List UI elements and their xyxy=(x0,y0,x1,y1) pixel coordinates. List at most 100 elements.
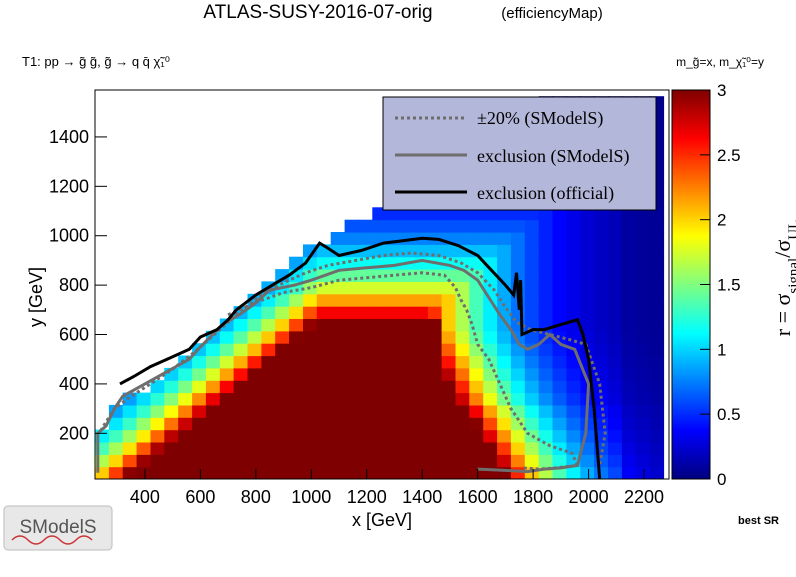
heatmap-cell xyxy=(649,454,665,468)
heatmap-cell xyxy=(136,417,152,431)
heatmap-cell xyxy=(233,466,249,479)
heatmap-cell xyxy=(344,343,360,357)
heatmap-cell xyxy=(219,442,235,455)
heatmap-cell xyxy=(635,306,651,319)
heatmap-cell xyxy=(192,367,207,381)
heatmap-cell xyxy=(275,330,290,344)
heatmap-cell xyxy=(413,392,429,406)
heatmap-cell xyxy=(330,404,346,418)
heatmap-cell xyxy=(316,306,332,319)
heatmap-cell xyxy=(330,392,346,406)
heatmap-cell xyxy=(316,454,332,468)
heatmap-cell xyxy=(566,442,581,455)
heatmap-cell xyxy=(621,281,637,295)
heatmap-cell xyxy=(108,442,124,455)
heatmap-cell xyxy=(649,219,665,233)
heatmap-cell xyxy=(205,442,221,455)
heatmap-cell xyxy=(441,417,457,431)
heatmap-cell xyxy=(122,417,138,431)
heatmap-cell xyxy=(649,293,665,307)
heatmap-cell xyxy=(497,293,512,307)
y-tick-label: 1200 xyxy=(49,176,89,196)
heatmap-cell xyxy=(427,219,443,233)
heatmap-cell xyxy=(566,466,581,479)
heatmap-cell xyxy=(178,380,193,394)
heatmap-cell xyxy=(344,355,360,369)
heatmap-cell xyxy=(261,380,276,394)
heatmap-cell xyxy=(330,454,346,468)
heatmap-cell xyxy=(441,343,457,357)
heatmap-cell xyxy=(552,256,567,270)
heatmap-cell xyxy=(524,442,540,455)
heatmap-cell xyxy=(455,429,470,443)
heatmap-cell xyxy=(594,392,609,406)
x-tick-label: 2000 xyxy=(569,487,609,507)
heatmap-cell xyxy=(413,293,429,307)
heatmap-cell xyxy=(413,343,429,357)
heatmap-cell xyxy=(469,293,484,307)
heatmap-cell xyxy=(497,442,512,455)
heatmap-cell xyxy=(469,330,484,344)
heatmap-cell xyxy=(455,207,470,221)
heatmap-cell xyxy=(635,281,651,295)
heatmap-cell xyxy=(275,306,290,319)
heatmap-cell xyxy=(524,207,540,221)
heatmap-cell xyxy=(524,392,540,406)
heatmap-cell xyxy=(621,429,637,443)
heatmap-cell xyxy=(372,380,387,394)
colorbar-tick-label: 1 xyxy=(717,340,726,359)
best-sr-label: best SR xyxy=(738,515,779,527)
heatmap-cell xyxy=(510,429,526,443)
heatmap-cell xyxy=(497,380,512,394)
heatmap-cell xyxy=(566,417,581,431)
heatmap-cell xyxy=(524,244,540,258)
heatmap-cell xyxy=(649,429,665,443)
heatmap-cell xyxy=(455,442,470,455)
heatmap-cell xyxy=(289,306,304,319)
heatmap-cell xyxy=(538,442,554,455)
heatmap-cell xyxy=(566,330,581,344)
heatmap-cell xyxy=(510,380,526,394)
heatmap-cell xyxy=(524,306,540,319)
heatmap-cell xyxy=(552,207,567,221)
heatmap-cell xyxy=(594,281,609,295)
heatmap-cell xyxy=(483,454,498,468)
heatmap-cell xyxy=(566,269,581,282)
contour-minus20-smodels xyxy=(227,271,580,471)
heatmap-cell xyxy=(205,466,221,479)
z-axis-title-part: signal xyxy=(786,258,796,294)
heatmap-cell xyxy=(427,380,443,394)
heatmap-cell xyxy=(469,392,484,406)
heatmap-cell xyxy=(455,454,470,468)
heatmap-cell xyxy=(358,404,373,418)
heatmap-cell xyxy=(413,207,429,221)
heatmap-cell xyxy=(316,343,332,357)
heatmap-cell xyxy=(483,318,498,332)
heatmap-cell xyxy=(261,404,276,418)
heatmap-cell xyxy=(483,306,498,319)
heatmap-cell xyxy=(400,417,415,431)
heatmap-cell xyxy=(635,232,651,245)
colorbar-tick-label: 0.5 xyxy=(717,405,741,424)
heatmap-cell xyxy=(413,404,429,418)
heatmap-cell xyxy=(455,466,470,479)
chart-subtitle: (efficiencyMap) xyxy=(501,5,602,22)
heatmap-cell xyxy=(358,219,373,233)
heatmap-cell xyxy=(122,429,138,443)
heatmap-cell xyxy=(441,219,457,233)
heatmap-cell xyxy=(247,404,262,418)
heatmap-cell xyxy=(594,293,609,307)
heatmap-cell xyxy=(316,404,332,418)
heatmap-cell xyxy=(621,330,637,344)
heatmap-cell xyxy=(580,306,595,319)
heatmap-cell xyxy=(303,454,318,468)
heatmap-cell xyxy=(233,392,249,406)
colorbar-tick-label: 1.5 xyxy=(717,276,741,295)
heatmap-cell xyxy=(580,207,595,221)
heatmap-cell xyxy=(275,380,290,394)
heatmap-cell xyxy=(386,429,401,443)
heatmap-cell xyxy=(510,355,526,369)
heatmap-cell xyxy=(469,429,484,443)
heatmap-cell xyxy=(497,244,512,258)
heatmap-cell xyxy=(289,404,304,418)
